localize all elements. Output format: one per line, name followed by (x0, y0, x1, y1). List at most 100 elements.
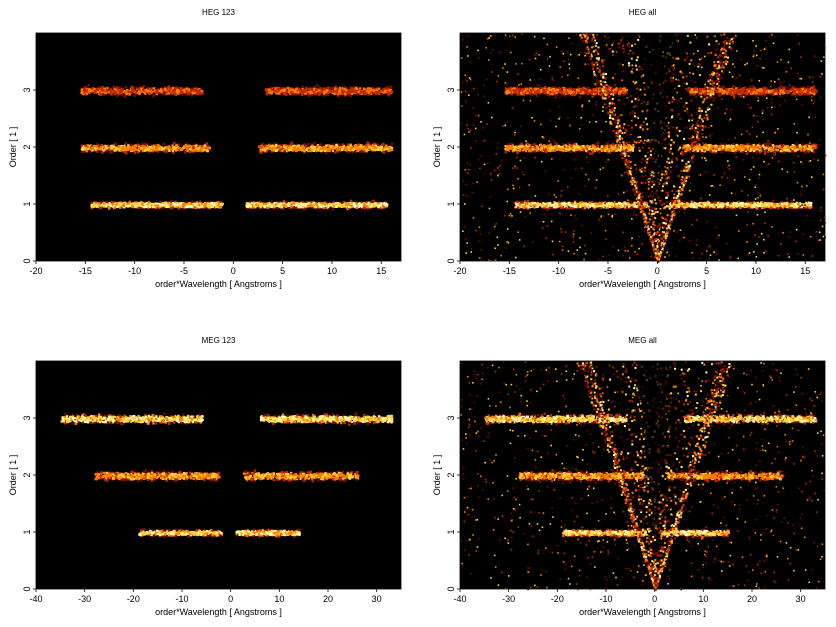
heatmap-cell (350, 145, 354, 148)
heatmap-cell (101, 89, 105, 92)
heatmap-cell (206, 146, 210, 149)
heatmap-cell (348, 206, 351, 209)
heatmap-cell (303, 149, 306, 152)
heatmap-cell (331, 90, 335, 93)
heatmap-cell (301, 201, 304, 204)
heatmap-cell (177, 206, 180, 209)
heatmap-cell (280, 202, 283, 205)
heatmap-cell (134, 205, 138, 208)
heatmap-cell (383, 206, 386, 209)
heatmap-cell (203, 205, 206, 208)
heatmap-cell (289, 91, 293, 94)
heatmap-cell (103, 205, 106, 208)
heatmap-cell (310, 145, 313, 148)
heatmap-cell (334, 85, 337, 88)
heatmap-cell (350, 204, 353, 207)
heatmap-cell (317, 89, 321, 92)
heatmap-cell (179, 148, 183, 151)
heatmap-cell (203, 144, 207, 147)
heatmap-cell (354, 206, 357, 209)
heatmap-cell (312, 149, 316, 152)
heatmap-cell (162, 203, 165, 206)
heatmap-cell (165, 147, 169, 150)
heatmap-cell (285, 200, 288, 203)
heatmap-cell (347, 94, 350, 97)
heatmap-cell (537, 203, 540, 206)
heatmap-cell (91, 149, 94, 152)
heatmap-cell (293, 146, 297, 149)
heatmap-cell (551, 204, 554, 207)
heatmap-cell (171, 86, 174, 90)
heatmap-cell (183, 206, 187, 209)
heatmap-cell (80, 91, 84, 94)
heatmap-cell (305, 89, 308, 92)
heatmap-cell (316, 205, 319, 208)
heatmap-cell (697, 206, 701, 209)
heatmap-cell (328, 204, 331, 207)
heatmap-cell (320, 204, 324, 207)
heatmap-cell (97, 202, 101, 205)
heatmap-cell (149, 146, 153, 149)
heatmap-cell (190, 88, 193, 91)
heatmap-cell (345, 203, 348, 206)
heatmap-cell (172, 91, 175, 94)
heatmap-cell (187, 202, 190, 205)
heatmap-cell (252, 206, 255, 209)
heatmap-cell (344, 88, 348, 92)
heatmap-cell (170, 205, 173, 208)
heatmap-cell (179, 205, 182, 208)
heatmap-cell (110, 150, 113, 153)
heatmap-cell (346, 143, 350, 146)
heatmap-cell (288, 206, 291, 210)
heatmap-cell (171, 202, 175, 205)
heatmap-cell (384, 144, 388, 147)
heatmap-cell (217, 201, 220, 204)
heatmap-cell (206, 204, 209, 207)
heatmap-cell (176, 203, 180, 206)
heatmap-cell (268, 89, 271, 92)
heatmap-cell (177, 86, 180, 89)
heatmap-cell (306, 205, 310, 208)
heatmap-cell (142, 84, 146, 87)
heatmap-cell (274, 204, 278, 207)
heatmap-cell (180, 91, 184, 94)
heatmap-cell (304, 203, 308, 206)
heatmap-cell (101, 151, 104, 154)
heatmap-cell (369, 87, 373, 90)
heatmap-cell (151, 149, 155, 152)
heatmap-cell (167, 92, 171, 95)
heatmap-cell (314, 92, 317, 95)
heatmap-cell (264, 202, 267, 205)
heatmap-cell (119, 203, 123, 206)
heatmap-cell (359, 203, 363, 206)
heatmap-cell (332, 203, 335, 206)
heatmap-cell (127, 202, 130, 205)
heatmap-cell (326, 204, 329, 208)
heatmap-cell (282, 199, 285, 203)
heatmap-cell (123, 201, 126, 204)
heatmap-cell (336, 148, 340, 151)
heatmap-cell (249, 204, 252, 208)
heatmap-cell (369, 206, 372, 209)
heatmap-cell (359, 201, 363, 204)
heatmap-cell (349, 95, 353, 98)
y-tick-label: 0 (22, 258, 32, 263)
heatmap-cell (338, 203, 341, 206)
heatmap-cell (153, 202, 156, 205)
heatmap-cell (185, 90, 189, 93)
heatmap-cell (122, 203, 125, 206)
heatmap-cell (187, 203, 190, 206)
heatmap-cell (279, 204, 282, 208)
heatmap-cell (383, 204, 386, 207)
heatmap-cell (199, 92, 202, 95)
heatmap-cell (86, 144, 89, 147)
heatmap-cell (375, 203, 378, 206)
heatmap-cell (98, 86, 101, 89)
heatmap-cell (106, 203, 109, 207)
heatmap-cell (185, 87, 188, 90)
heatmap-cell (184, 150, 187, 153)
heatmap-cell (322, 94, 325, 97)
y-tick-label: 3 (22, 87, 32, 92)
heatmap-cell (81, 150, 84, 153)
